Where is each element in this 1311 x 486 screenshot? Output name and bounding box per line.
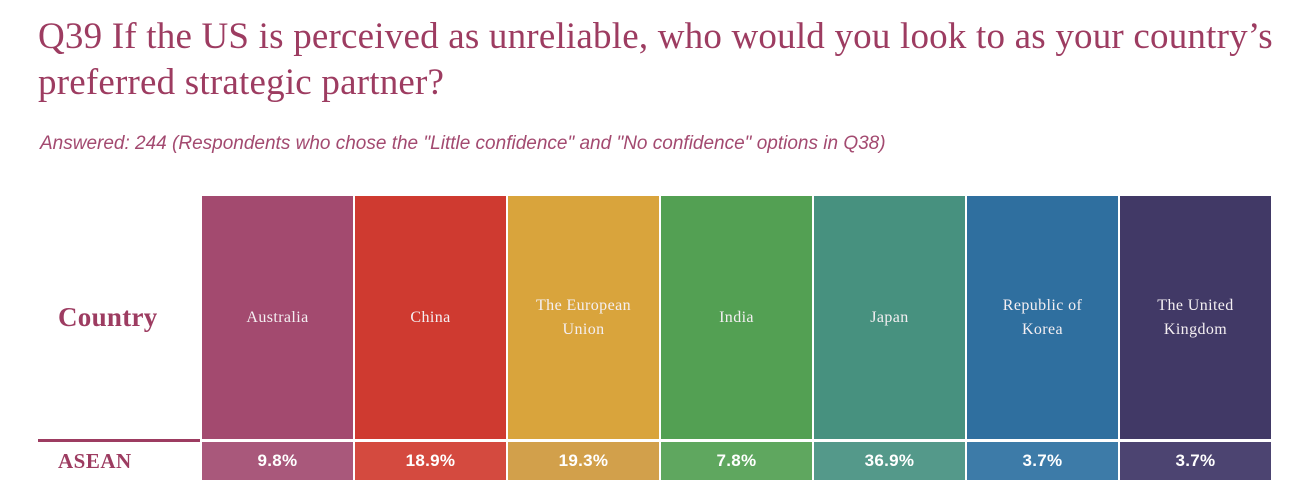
value-cell-the-united-kingdom: 3.7% xyxy=(1118,439,1271,480)
corner-header-country: Country xyxy=(38,196,200,439)
row-header-asean: ASEAN xyxy=(38,439,200,480)
value-cell-china: 18.9% xyxy=(353,439,506,480)
answered-subtitle: Answered: 244 (Respondents who chose the… xyxy=(40,133,886,154)
column-header-india: India xyxy=(659,196,812,439)
value-cell-australia: 9.8% xyxy=(200,439,353,480)
value-cell-japan: 36.9% xyxy=(812,439,965,480)
column-header-australia: Australia xyxy=(200,196,353,439)
value-cell-india: 7.8% xyxy=(659,439,812,480)
column-header-republic-of-korea: Republic of Korea xyxy=(965,196,1118,439)
column-header-the-european-union: The European Union xyxy=(506,196,659,439)
column-header-the-united-kingdom: The United Kingdom xyxy=(1118,196,1271,439)
value-cell-the-european-union: 19.3% xyxy=(506,439,659,480)
value-cell-republic-of-korea: 3.7% xyxy=(965,439,1118,480)
partner-table: Country Australia China The European Union I… xyxy=(38,196,1271,480)
column-header-china: China xyxy=(353,196,506,439)
column-header-japan: Japan xyxy=(812,196,965,439)
page-title: Q39 If the US is perceived as unreliable… xyxy=(38,16,1273,103)
